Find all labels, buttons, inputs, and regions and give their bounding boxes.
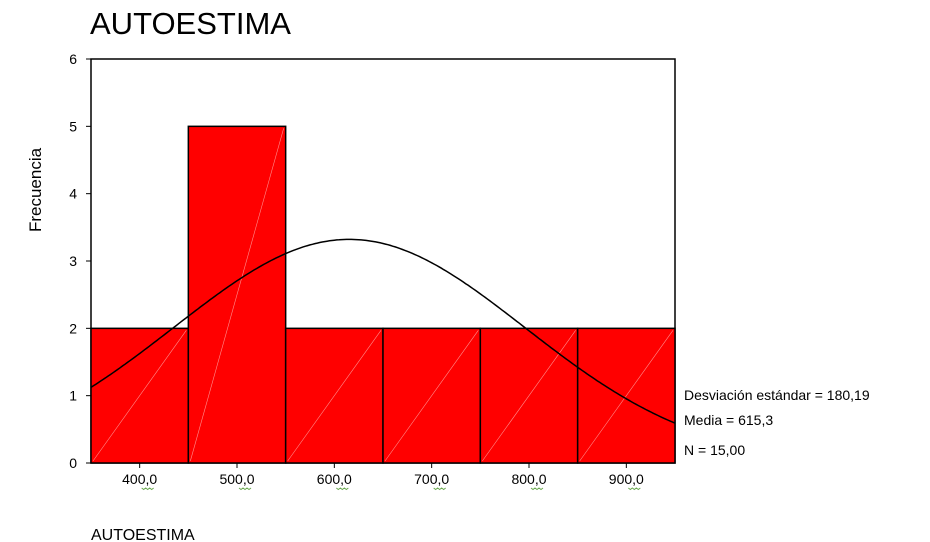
bar-sheen-5 [579, 330, 674, 462]
x-tick-label-0: 400,0 [122, 471, 157, 487]
spellcheck-squiggle [433, 487, 446, 491]
histogram-bars [90, 125, 676, 464]
x-axis-label: AUTOESTIMA [91, 527, 195, 542]
spellcheck-squiggle [530, 487, 544, 491]
stat-n: N = 15,00 [684, 442, 745, 458]
x-tick-label-1: 500,0 [219, 471, 254, 487]
y-tick-label-6: 6 [69, 51, 77, 67]
normal-curve [90, 238, 676, 424]
y-tick-label-4: 4 [69, 186, 77, 202]
chart-title: AUTOESTIMA [90, 6, 291, 41]
y-tick-label-0: 0 [69, 455, 77, 471]
y-tick-label-2: 2 [69, 320, 77, 336]
stat-mean: Media = 615,3 [684, 412, 773, 428]
spellcheck-squiggle [336, 487, 349, 491]
x-tick-label-2: 600,0 [317, 471, 352, 487]
y-tick-label-3: 3 [69, 253, 77, 269]
stat-std: Desviación estándar = 180,19 [684, 387, 870, 403]
x-tick-label-3: 700,0 [414, 471, 449, 487]
x-axis-ticks: 400,0 500,0 600,0 700,0 800,0 900,0 [122, 463, 644, 491]
bar-sheen-1 [190, 128, 284, 462]
y-tick-label-1: 1 [69, 388, 77, 404]
y-tick-label-5: 5 [69, 118, 77, 134]
spellcheck-squiggle [238, 487, 252, 491]
spellcheck-squiggle [141, 487, 154, 491]
bar-sheen-4 [482, 330, 576, 462]
bar-sheen-3 [384, 330, 479, 462]
bar-sheen-0 [92, 330, 187, 462]
spellcheck-squiggle [628, 487, 641, 491]
stats-box: Desviación estándar = 180,19 Media = 615… [684, 387, 870, 458]
x-tick-label-4: 800,0 [511, 471, 546, 487]
x-tick-label-5: 900,0 [609, 471, 644, 487]
y-axis-ticks: 0 1 2 3 4 5 6 [69, 51, 91, 471]
y-axis-label: Frecuencia [26, 147, 45, 232]
bar-sheen-2 [287, 330, 382, 462]
